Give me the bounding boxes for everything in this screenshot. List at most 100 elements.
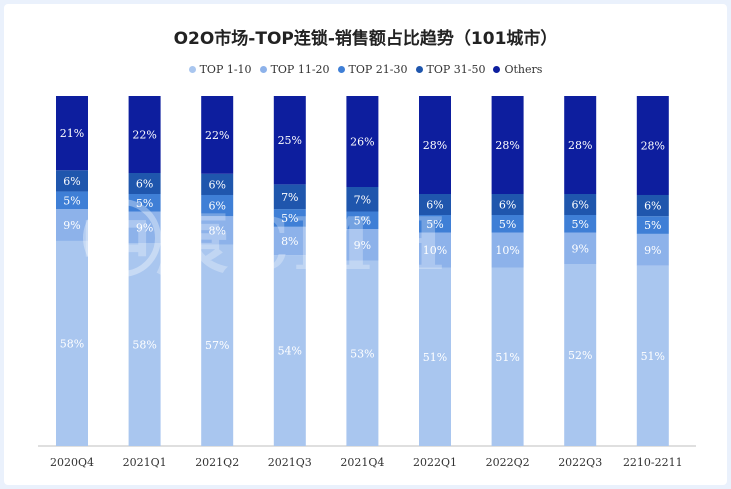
data-label-2-1: 8% xyxy=(208,224,225,237)
bar-2-series-2 xyxy=(201,194,234,217)
bar-3-series-1 xyxy=(273,226,306,256)
data-label-4-3: 7% xyxy=(354,193,371,206)
bar-4-series-2 xyxy=(346,211,379,229)
data-label-2-0: 57% xyxy=(205,339,229,352)
legend-item-3: TOP 31-50 xyxy=(415,63,486,76)
bar-5-series-1 xyxy=(419,232,451,268)
bar-1-series-4 xyxy=(128,96,161,173)
legend-label-2: TOP 21-30 xyxy=(348,63,408,76)
bar-7-series-1 xyxy=(564,232,597,264)
chart-legend: TOP 1-10 TOP 11-20 TOP 21-30 TOP 31-50 Other… xyxy=(0,63,731,76)
data-label-1-3: 6% xyxy=(136,178,153,191)
data-label-4-4: 26% xyxy=(350,136,374,149)
bar-6-series-3 xyxy=(491,194,524,215)
data-label-3-2: 5% xyxy=(281,212,298,225)
x-tick-label-5: 2022Q1 xyxy=(413,456,457,469)
data-label-7-1: 9% xyxy=(571,242,588,255)
data-label-6-4: 28% xyxy=(495,139,519,152)
legend-swatch-0 xyxy=(188,66,196,73)
data-label-1-1: 9% xyxy=(136,221,153,234)
bar-4-series-3 xyxy=(346,187,379,212)
data-label-5-0: 51% xyxy=(423,351,447,364)
bar-5-series-3 xyxy=(419,194,451,215)
bar-3-series-4 xyxy=(273,96,306,185)
data-label-5-1: 10% xyxy=(423,244,447,257)
bar-6-series-2 xyxy=(491,215,524,233)
bar-3-series-3 xyxy=(273,184,306,210)
data-label-2-2: 6% xyxy=(208,200,225,213)
bar-5-series-4 xyxy=(419,96,451,194)
bar-0-series-1 xyxy=(56,209,88,241)
bar-8-series-3 xyxy=(636,194,669,217)
data-label-4-2: 5% xyxy=(354,214,371,227)
data-label-6-3: 6% xyxy=(499,199,516,212)
data-label-8-1: 9% xyxy=(644,244,661,257)
x-tick-label-8: 2210-2211 xyxy=(623,456,683,469)
bar-0-series-0 xyxy=(56,240,88,446)
data-label-0-1: 9% xyxy=(63,219,80,232)
data-label-1-2: 5% xyxy=(136,197,153,210)
legend-swatch-1 xyxy=(259,66,267,73)
data-label-5-3: 6% xyxy=(426,199,443,212)
legend-label-4: Others xyxy=(504,63,543,76)
data-label-5-2: 5% xyxy=(426,218,443,231)
bar-2-series-4 xyxy=(201,96,234,174)
bar-8-series-4 xyxy=(636,96,669,195)
data-label-7-0: 52% xyxy=(568,349,592,362)
data-label-6-0: 51% xyxy=(495,351,519,364)
data-label-8-0: 51% xyxy=(641,350,665,363)
legend-label-0: TOP 1-10 xyxy=(199,63,252,76)
data-label-3-0: 54% xyxy=(278,345,302,358)
data-label-6-2: 5% xyxy=(499,218,516,231)
bar-7-series-0 xyxy=(564,264,597,446)
x-tick-label-3: 2021Q3 xyxy=(268,456,312,469)
bar-8-series-0 xyxy=(636,265,669,446)
bar-5-series-0 xyxy=(419,267,451,446)
x-tick-label-0: 2020Q4 xyxy=(50,456,94,469)
legend-item-2: TOP 21-30 xyxy=(337,63,408,76)
data-label-0-0: 58% xyxy=(60,337,84,350)
bar-8-series-1 xyxy=(636,233,669,266)
bar-2-series-3 xyxy=(201,173,234,195)
bar-4-series-1 xyxy=(346,229,379,261)
bar-7-series-4 xyxy=(564,96,597,194)
bar-6-series-0 xyxy=(491,267,524,446)
data-label-1-4: 22% xyxy=(132,129,156,142)
bar-6-series-4 xyxy=(491,96,524,194)
data-label-8-2: 5% xyxy=(644,219,661,232)
bar-0-series-4 xyxy=(56,96,88,171)
data-label-8-3: 6% xyxy=(644,200,661,213)
data-label-4-0: 53% xyxy=(350,347,374,360)
x-tick-label-1: 2021Q1 xyxy=(123,456,167,469)
data-label-7-3: 6% xyxy=(571,199,588,212)
x-tick-label-4: 2021Q4 xyxy=(340,456,384,469)
legend-item-4: Others xyxy=(493,63,542,76)
data-label-0-4: 21% xyxy=(60,127,84,140)
bar-2-series-0 xyxy=(201,244,234,446)
data-label-0-2: 5% xyxy=(63,194,80,207)
data-label-3-4: 25% xyxy=(278,134,302,147)
bar-4-series-0 xyxy=(346,260,379,446)
x-tick-label-7: 2022Q3 xyxy=(558,456,602,469)
bar-2-series-1 xyxy=(201,216,234,245)
data-label-3-3: 7% xyxy=(281,191,298,204)
legend-item-0: TOP 1-10 xyxy=(188,63,252,76)
data-label-2-3: 6% xyxy=(208,178,225,191)
data-label-7-2: 5% xyxy=(571,218,588,231)
bar-3-series-0 xyxy=(273,255,306,446)
bar-1-series-3 xyxy=(128,173,161,194)
bar-3-series-2 xyxy=(273,209,306,227)
legend-label-3: TOP 31-50 xyxy=(426,63,486,76)
legend-label-1: TOP 11-20 xyxy=(270,63,330,76)
bar-1-series-1 xyxy=(128,211,161,243)
data-label-5-4: 28% xyxy=(423,139,447,152)
data-label-7-4: 28% xyxy=(568,139,592,152)
x-tick-label-2: 2021Q2 xyxy=(195,456,239,469)
data-label-6-1: 10% xyxy=(495,244,519,257)
bar-0-series-3 xyxy=(56,170,88,192)
x-tick-label-6: 2022Q2 xyxy=(486,456,530,469)
data-label-0-3: 6% xyxy=(63,175,80,188)
bar-6-series-1 xyxy=(491,232,524,268)
legend-swatch-4 xyxy=(493,66,501,73)
